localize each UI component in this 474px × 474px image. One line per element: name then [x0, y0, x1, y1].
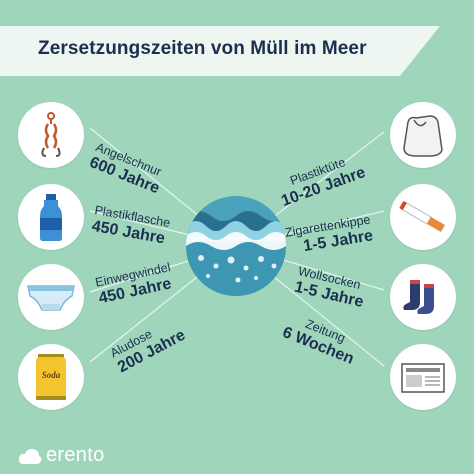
- brand-logo: erento: [18, 444, 105, 467]
- page-title: Zersetzungszeiten von Müll im Meer: [38, 38, 367, 59]
- can-label: Soda: [42, 370, 61, 380]
- cigarette-butt-icon: [390, 184, 456, 250]
- ocean-wave-orb: [186, 196, 286, 296]
- brand-name: erento: [46, 444, 105, 466]
- title-banner: Zersetzungszeiten von Müll im Meer: [0, 26, 440, 76]
- newspaper-icon: [390, 344, 456, 410]
- cloud-icon: [18, 448, 42, 464]
- diaper-icon: [18, 264, 84, 330]
- fishing-line-icon: [18, 102, 84, 168]
- wool-socks-icon: [390, 264, 456, 330]
- plastic-bottle-icon: [18, 184, 84, 250]
- title-banner-shape: [0, 26, 440, 76]
- plastic-bag-icon: [390, 102, 456, 168]
- aluminium-can-icon: Soda: [18, 344, 84, 410]
